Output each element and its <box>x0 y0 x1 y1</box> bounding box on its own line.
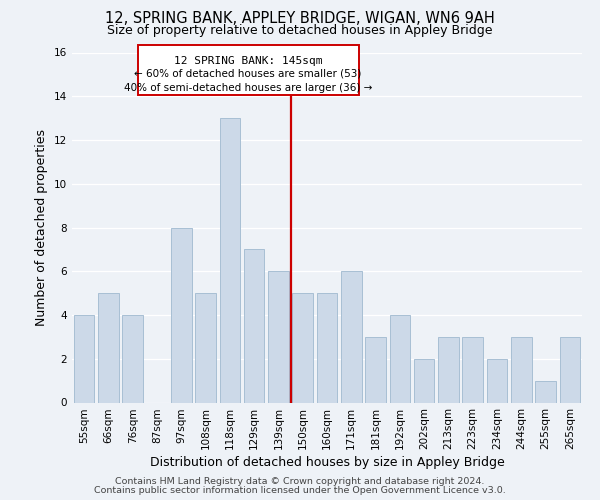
Y-axis label: Number of detached properties: Number of detached properties <box>35 129 49 326</box>
X-axis label: Distribution of detached houses by size in Appley Bridge: Distribution of detached houses by size … <box>149 456 505 469</box>
Text: 12, SPRING BANK, APPLEY BRIDGE, WIGAN, WN6 9AH: 12, SPRING BANK, APPLEY BRIDGE, WIGAN, W… <box>105 11 495 26</box>
Bar <box>98 293 119 403</box>
Text: Size of property relative to detached houses in Appley Bridge: Size of property relative to detached ho… <box>107 24 493 37</box>
Bar <box>244 250 265 402</box>
Text: 12 SPRING BANK: 145sqm: 12 SPRING BANK: 145sqm <box>174 56 322 66</box>
Bar <box>414 358 434 403</box>
Bar <box>195 293 216 403</box>
Bar <box>511 337 532 402</box>
Bar <box>268 271 289 402</box>
Bar <box>292 293 313 403</box>
Bar <box>463 337 483 402</box>
Bar <box>560 337 580 402</box>
Text: 40% of semi-detached houses are larger (36) →: 40% of semi-detached houses are larger (… <box>124 83 372 93</box>
Bar <box>535 380 556 402</box>
Bar <box>171 228 191 402</box>
Bar <box>74 315 94 402</box>
FancyBboxPatch shape <box>137 45 359 95</box>
Bar <box>487 358 508 403</box>
Bar <box>317 293 337 403</box>
Text: Contains public sector information licensed under the Open Government Licence v3: Contains public sector information licen… <box>94 486 506 495</box>
Bar <box>220 118 240 403</box>
Bar <box>341 271 362 402</box>
Text: ← 60% of detached houses are smaller (53): ← 60% of detached houses are smaller (53… <box>134 69 362 79</box>
Bar <box>389 315 410 402</box>
Bar <box>365 337 386 402</box>
Bar <box>438 337 459 402</box>
Bar <box>122 315 143 402</box>
Text: Contains HM Land Registry data © Crown copyright and database right 2024.: Contains HM Land Registry data © Crown c… <box>115 477 485 486</box>
